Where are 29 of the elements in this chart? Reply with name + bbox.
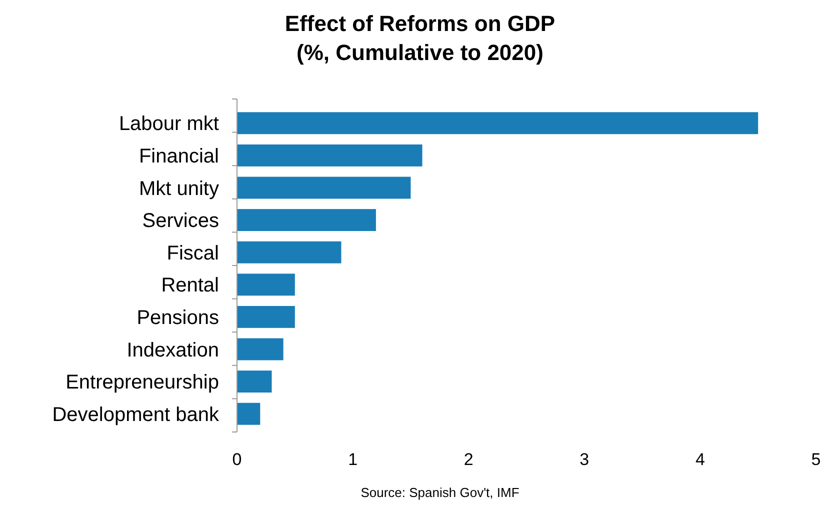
x-tick-label: 2 [464,450,474,469]
y-tick-label: Pensions [136,306,219,329]
chart-subtitle: (%, Cumulative to 2020) [296,40,544,65]
bar [237,241,342,264]
bar [237,306,295,328]
bar [237,176,411,199]
x-tick-label: 0 [232,450,242,469]
x-tick-label: 3 [580,450,590,469]
y-tick-label: Mkt unity [138,178,219,200]
bar [237,338,284,360]
x-tick-label: 4 [695,450,705,469]
bar [237,144,422,166]
bar [237,402,260,425]
y-tick-label: Development bank [52,404,220,426]
bar [237,209,376,232]
y-tick-label: Fiscal [166,242,219,264]
x-tick-label: 5 [811,450,821,469]
x-tick-label: 1 [348,450,358,469]
y-tick-label: Indexation [126,339,219,362]
y-tick-label: Labour mkt [118,113,220,136]
y-tick-label: Rental [161,274,219,297]
bar [237,274,295,296]
y-tick-label: Financial [138,145,219,168]
bar [237,370,272,393]
bar [237,112,758,134]
y-tick-label: Services [142,210,219,232]
y-tick-label: Entrepreneurship [66,372,219,394]
source-note: Source: Spanish Gov't, IMF [360,485,520,500]
chart-title: Effect of Reforms on GDP [284,11,556,36]
